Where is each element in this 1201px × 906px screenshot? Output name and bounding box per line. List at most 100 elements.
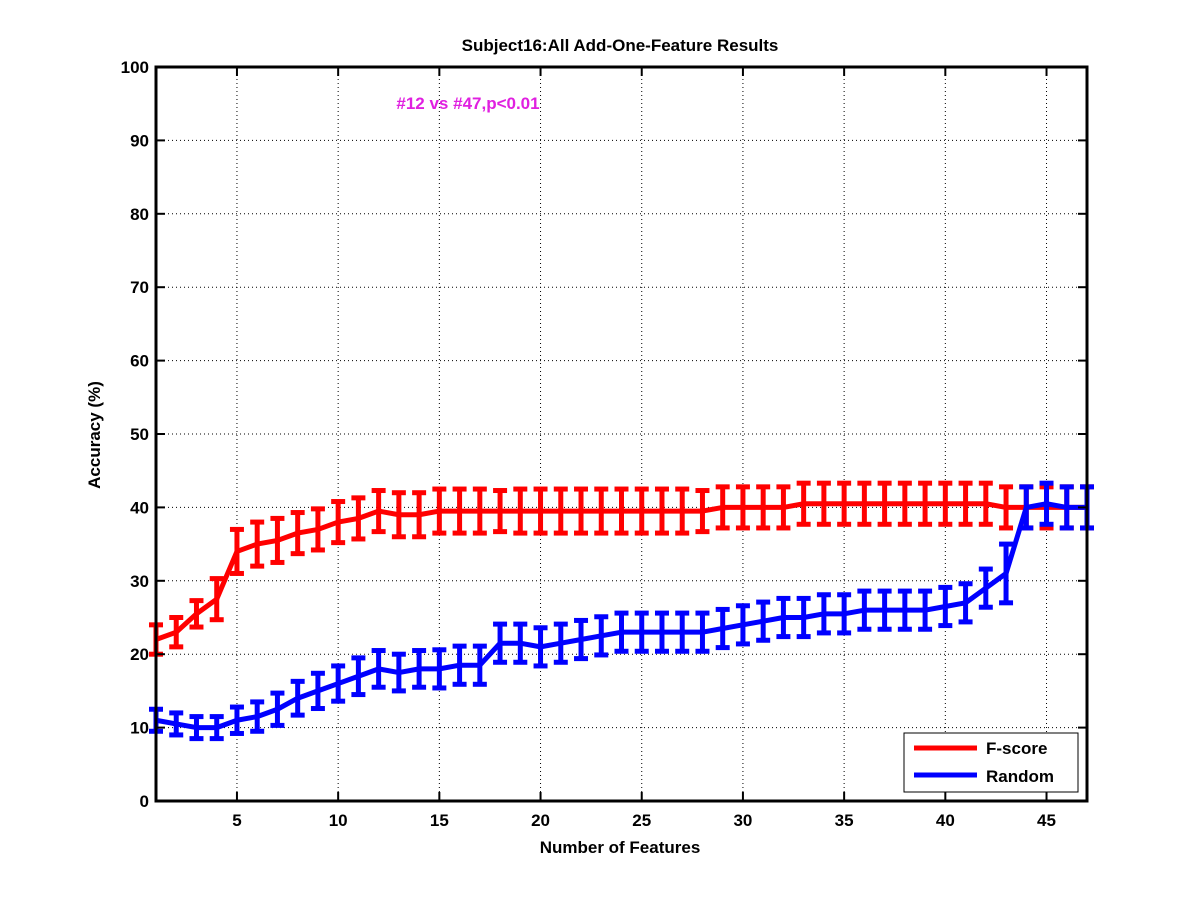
error-bar [897,480,912,527]
error-bar [614,610,629,654]
error-bar [310,670,325,712]
error-bar [1019,484,1034,531]
x-tick-label: 30 [733,811,752,830]
x-tick-label: 25 [632,811,651,830]
error-bar [735,484,750,531]
error-bar [331,663,346,704]
error-bar [614,486,629,536]
plot-frame [154,65,1089,803]
error-bar [412,490,427,540]
error-bar [290,510,305,557]
error-bar [472,486,487,536]
error-bar [594,614,609,658]
error-bar [391,651,406,694]
error-bar [857,588,872,632]
y-tick-label: 40 [130,498,149,517]
error-bar [756,484,771,531]
series-random [149,480,1094,742]
y-tick-label: 60 [130,352,149,371]
error-bar [877,480,892,527]
y-tick-label: 50 [130,425,149,444]
error-bar [837,592,852,636]
error-bar [978,480,993,527]
error-bar [513,486,528,536]
error-bar [999,484,1014,531]
error-bar [189,598,204,630]
error-bar [270,690,285,728]
error-bar [574,486,589,536]
error-bar [209,576,224,623]
error-bar [250,519,265,569]
legend: F-score Random [903,732,1079,793]
y-axis-label: Accuracy (%) [85,381,104,489]
x-tick-label: 45 [1037,811,1056,830]
error-bar [331,499,346,546]
error-bar [229,526,244,576]
error-bar [857,480,872,527]
y-tick-label: 70 [130,278,149,297]
error-bar [553,621,568,665]
error-bar [776,484,791,531]
error-bar [351,495,366,542]
error-bar [634,610,649,654]
error-bar [452,486,467,536]
error-bar [472,643,487,687]
error-bar [229,704,244,736]
error-bar [250,699,265,734]
x-tick-label: 10 [329,811,348,830]
chart-annotation: #12 vs #47,p<0.01 [396,94,539,113]
error-bar [310,506,325,553]
legend-label-fscore: F-score [986,739,1047,758]
axes-frame [154,65,1089,803]
chart-title: Subject16:All Add-One-Feature Results [462,36,779,55]
error-bar [634,486,649,536]
error-bar [756,599,771,643]
legend-label-random: Random [986,767,1054,786]
error-bar [351,655,366,698]
error-bar [493,621,508,665]
error-bar [290,678,305,718]
error-bar [270,515,285,565]
error-bar [715,606,730,651]
error-bar [918,588,933,632]
error-bar [978,566,993,610]
error-bar [189,714,204,742]
error-bar [938,584,953,629]
error-bar [958,480,973,527]
error-bar [695,488,710,535]
error-bar [513,621,528,665]
error-bar [675,486,690,536]
error-bar [391,490,406,540]
error-bar [837,480,852,527]
y-tick-label: 20 [130,645,149,664]
error-bar [533,486,548,536]
error-bar [412,648,427,690]
x-tick-label: 40 [936,811,955,830]
error-bar [371,648,386,690]
error-bar [816,480,831,527]
y-tick-label: 90 [130,131,149,150]
error-bar [675,610,690,654]
y-tick-label: 0 [140,792,149,811]
series-layer [149,480,1094,742]
error-bar [493,488,508,535]
x-tick-label: 15 [430,811,449,830]
tick-labels: 5 10 15 20 25 30 35 40 45 0 10 20 30 40 50 60 70 80 90 100 [121,58,1056,830]
error-bar [169,615,184,650]
error-bar [654,486,669,536]
y-tick-label: 100 [121,58,149,77]
error-bar [533,625,548,669]
error-bar [715,484,730,531]
error-bar [958,581,973,625]
error-bar [695,610,710,654]
error-bar [432,486,447,536]
error-bar [169,710,184,738]
error-bar [452,643,467,687]
error-bar [999,541,1014,606]
error-bar [654,610,669,654]
error-bar [209,714,224,742]
y-tick-label: 30 [130,572,149,591]
x-tick-label: 35 [835,811,854,830]
legend-box [903,732,1079,793]
